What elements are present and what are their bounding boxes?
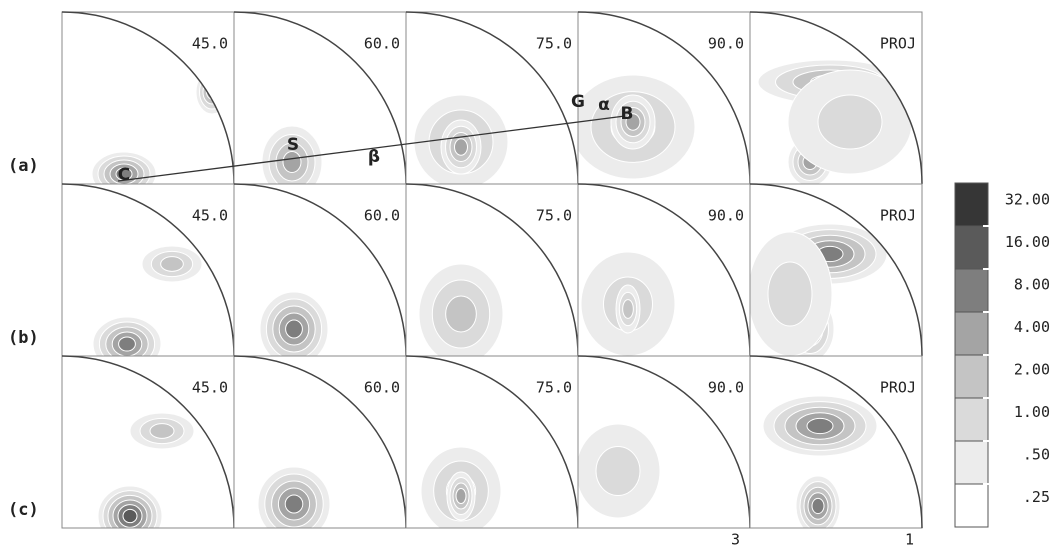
arc: [233, 11, 407, 185]
panel-label: 60.0: [364, 35, 400, 53]
axis-label: 1: [905, 531, 914, 549]
annotation: β: [368, 147, 380, 167]
panel-label: 75.0: [536, 379, 572, 397]
arc: [577, 11, 751, 185]
axis-label: 3: [731, 531, 740, 549]
panel-label: 45.0: [192, 207, 228, 225]
contour: [811, 497, 825, 515]
contour: [118, 336, 136, 352]
contour: [454, 138, 468, 156]
contour: [285, 319, 303, 339]
legend-swatch: [954, 483, 989, 528]
contour: [625, 113, 641, 131]
arc: [233, 183, 407, 357]
legend-swatch: [954, 311, 989, 356]
row-label: (a): [8, 156, 39, 176]
panel: [750, 356, 922, 528]
panel-label: 60.0: [364, 379, 400, 397]
arc: [749, 355, 923, 529]
legend-swatch: [954, 225, 989, 270]
legend-label: 2.00: [1014, 361, 1050, 379]
panel-label: 45.0: [192, 379, 228, 397]
legend-swatch: [954, 268, 989, 313]
legend-label: 1.00: [1014, 403, 1050, 421]
arc: [577, 183, 751, 357]
legend-label: .50: [1023, 446, 1050, 464]
panel-label: 90.0: [708, 379, 744, 397]
arc: [61, 11, 235, 185]
arc: [405, 355, 579, 529]
panel: [750, 12, 922, 184]
contour: [817, 94, 883, 150]
arc: [749, 11, 923, 185]
panel: [750, 184, 922, 356]
arc: [749, 183, 923, 357]
annotation: C: [118, 165, 130, 185]
contour: [767, 261, 813, 327]
fibre-line: [117, 115, 626, 182]
arc: [61, 183, 235, 357]
contour: [806, 417, 834, 435]
panel-label: 75.0: [536, 207, 572, 225]
panel: [234, 356, 406, 528]
legend-label: 32.00: [1005, 191, 1050, 209]
annotation: G: [571, 92, 585, 112]
panel-label: 75.0: [536, 35, 572, 53]
legend-swatch: [954, 354, 989, 399]
arc: [233, 355, 407, 529]
legend-label: .25: [1023, 488, 1050, 506]
panel-label: 60.0: [364, 207, 400, 225]
legend-label: 8.00: [1014, 276, 1050, 294]
panel: [578, 184, 750, 356]
panel-label: 45.0: [192, 35, 228, 53]
contour: [595, 446, 641, 496]
row-label: (b): [8, 328, 39, 348]
contour: [282, 151, 302, 173]
quadrant: [62, 12, 234, 184]
panel: [234, 184, 406, 356]
legend-swatch: [954, 397, 989, 442]
legend-swatch: [954, 182, 989, 227]
annotation: α: [598, 95, 610, 115]
panel-label: 90.0: [708, 35, 744, 53]
contour: [122, 508, 138, 524]
row-label: (c): [8, 500, 39, 520]
arc: [405, 183, 579, 357]
arc: [61, 355, 235, 529]
contour: [149, 423, 175, 439]
legend-label: 16.00: [1005, 233, 1050, 251]
panel: [62, 356, 234, 528]
annotation: S: [287, 135, 299, 155]
panel-label: 90.0: [708, 207, 744, 225]
panel: [578, 356, 750, 528]
contour: [445, 295, 477, 333]
panel-frame: [749, 355, 923, 529]
contour: [160, 256, 184, 272]
legend-label: 4.00: [1014, 318, 1050, 336]
panel-label: PROJ: [880, 207, 916, 225]
contour: [622, 299, 634, 319]
panel: [406, 356, 578, 528]
annotation: B: [621, 104, 634, 124]
panel: [62, 184, 234, 356]
panel-label: PROJ: [880, 35, 916, 53]
contour: [455, 488, 467, 504]
arc: [577, 355, 751, 529]
panel-label: PROJ: [880, 379, 916, 397]
arc: [405, 11, 579, 185]
legend-swatch: [954, 440, 989, 485]
contour: [284, 494, 304, 514]
